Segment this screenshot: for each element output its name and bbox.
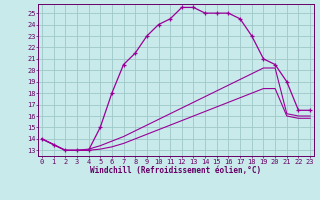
X-axis label: Windchill (Refroidissement éolien,°C): Windchill (Refroidissement éolien,°C) — [91, 166, 261, 175]
